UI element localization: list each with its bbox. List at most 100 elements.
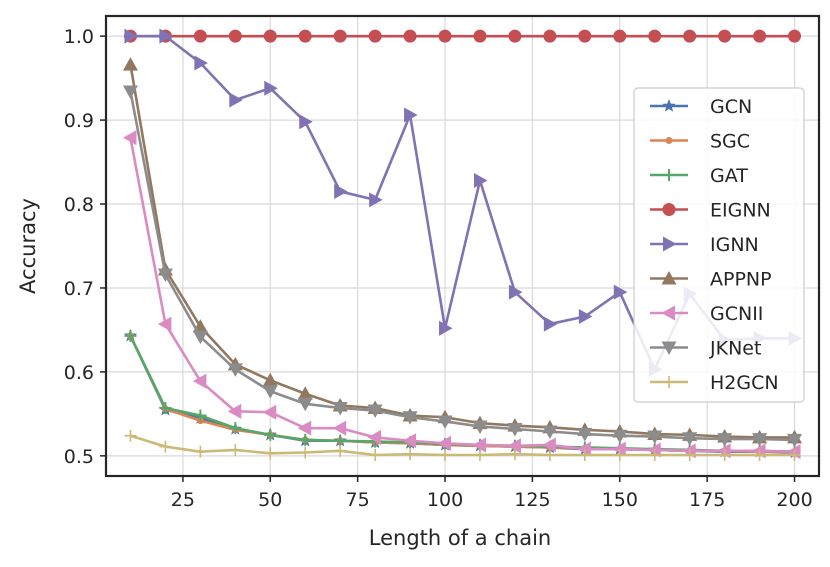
legend-swatch-marker	[662, 99, 676, 112]
data-point-jknet	[262, 385, 278, 399]
legend-swatch-marker	[663, 376, 675, 388]
data-point-eignn	[473, 29, 487, 43]
legend-label: IGNN	[710, 234, 759, 256]
data-point-jknet	[297, 397, 313, 412]
legend-label: EIGNN	[710, 200, 771, 222]
data-point-h2gcn	[578, 449, 591, 462]
data-point-gcnii	[262, 404, 277, 420]
data-point-jknet	[367, 404, 383, 419]
data-point-h2gcn	[648, 449, 661, 462]
data-point-h2gcn	[299, 446, 312, 459]
data-point-jknet	[612, 429, 628, 444]
data-point-gcnii	[227, 403, 242, 419]
y-axis-label: Accuracy	[16, 198, 40, 294]
data-point-ignn	[578, 309, 593, 325]
legend-item-jknet: JKNet	[650, 338, 761, 360]
data-point-jknet	[227, 363, 243, 377]
data-point-eignn	[683, 29, 697, 43]
data-point-h2gcn	[683, 449, 696, 462]
legend-item-ignn: IGNN	[650, 234, 759, 256]
data-point-h2gcn	[124, 429, 137, 442]
data-point-h2gcn	[404, 448, 417, 461]
data-point-h2gcn	[508, 448, 521, 461]
data-point-jknet	[647, 430, 663, 445]
x-tick-label: 150	[602, 489, 638, 511]
y-tick-label: 1.0	[64, 26, 94, 48]
data-point-h2gcn	[473, 449, 486, 462]
data-point-jknet	[787, 433, 803, 448]
data-point-jknet	[577, 428, 593, 442]
data-point-h2gcn	[543, 449, 556, 462]
legend-swatch-marker	[665, 137, 673, 144]
legend-swatch-marker	[661, 271, 677, 285]
y-tick-label: 0.9	[64, 110, 94, 132]
legend-item-gcnii: GCNII	[650, 303, 763, 325]
data-point-gcnii	[332, 420, 347, 436]
data-point-gat	[194, 409, 207, 422]
legend-swatch-marker	[662, 203, 676, 216]
data-point-h2gcn	[613, 449, 626, 462]
data-point-h2gcn	[229, 443, 242, 456]
data-point-gcnii	[402, 433, 417, 449]
series-line-jknet	[129, 91, 795, 442]
data-point-jknet	[717, 433, 733, 447]
data-point-h2gcn	[194, 445, 207, 458]
data-point-h2gcn	[718, 449, 731, 462]
data-point-jknet	[542, 425, 558, 440]
x-tick-label: 75	[346, 489, 370, 511]
data-point-gat	[124, 329, 137, 342]
data-point-gcnii	[472, 437, 486, 453]
data-point-eignn	[648, 29, 662, 43]
data-point-eignn	[403, 29, 417, 43]
data-point-eignn	[788, 29, 802, 43]
y-tick-label: 0.6	[64, 362, 94, 384]
legend-swatch-marker	[663, 236, 677, 252]
data-point-ignn	[473, 173, 488, 189]
data-point-h2gcn	[369, 449, 382, 462]
data-point-gcnii	[367, 429, 382, 445]
data-point-ignn	[229, 92, 243, 108]
legend-swatch-marker	[661, 305, 675, 321]
data-point-jknet	[682, 432, 698, 446]
data-point-gcnii	[297, 420, 312, 436]
x-tick-label: 200	[776, 489, 812, 511]
plot-frame	[104, 14, 821, 478]
data-point-h2gcn	[753, 449, 766, 462]
data-point-eignn	[368, 29, 382, 43]
x-axis-label: Length of a chain	[369, 526, 551, 550]
legend-label: GCNII	[710, 303, 763, 325]
data-point-gcnii	[122, 130, 137, 146]
data-point-appnp	[262, 372, 278, 387]
data-point-ignn	[508, 284, 523, 300]
data-point-jknet	[332, 402, 348, 416]
data-point-jknet	[752, 433, 768, 447]
data-point-gat	[334, 434, 347, 447]
data-point-ignn	[194, 55, 208, 71]
data-point-eignn	[578, 29, 592, 43]
data-point-eignn	[228, 29, 242, 43]
legend-label: JKNet	[709, 338, 761, 360]
data-point-gat	[264, 428, 277, 441]
data-point-eignn	[333, 29, 347, 43]
data-point-jknet	[157, 268, 173, 283]
data-point-ignn	[264, 80, 278, 96]
series-jknet	[122, 85, 803, 448]
legend-item-eignn: EIGNN	[650, 200, 771, 222]
data-point-appnp	[122, 57, 138, 71]
data-point-eignn	[613, 29, 627, 43]
data-point-jknet	[122, 85, 138, 100]
data-point-ignn	[613, 284, 628, 300]
data-point-jknet	[437, 415, 453, 429]
data-point-ignn	[334, 183, 348, 199]
y-axis-ticks: 0.5 0.6 0.7 0.8 0.9 1.0	[64, 26, 106, 468]
data-point-eignn	[718, 29, 732, 43]
data-point-gcnii	[192, 373, 207, 389]
data-point-ignn	[439, 320, 453, 336]
data-point-h2gcn	[159, 440, 172, 453]
x-tick-label: 175	[689, 489, 725, 511]
data-point-ignn	[124, 28, 138, 44]
data-point-jknet	[402, 411, 418, 425]
data-point-ignn	[369, 192, 383, 208]
legend-item-h2gcn: H2GCN	[650, 372, 779, 394]
